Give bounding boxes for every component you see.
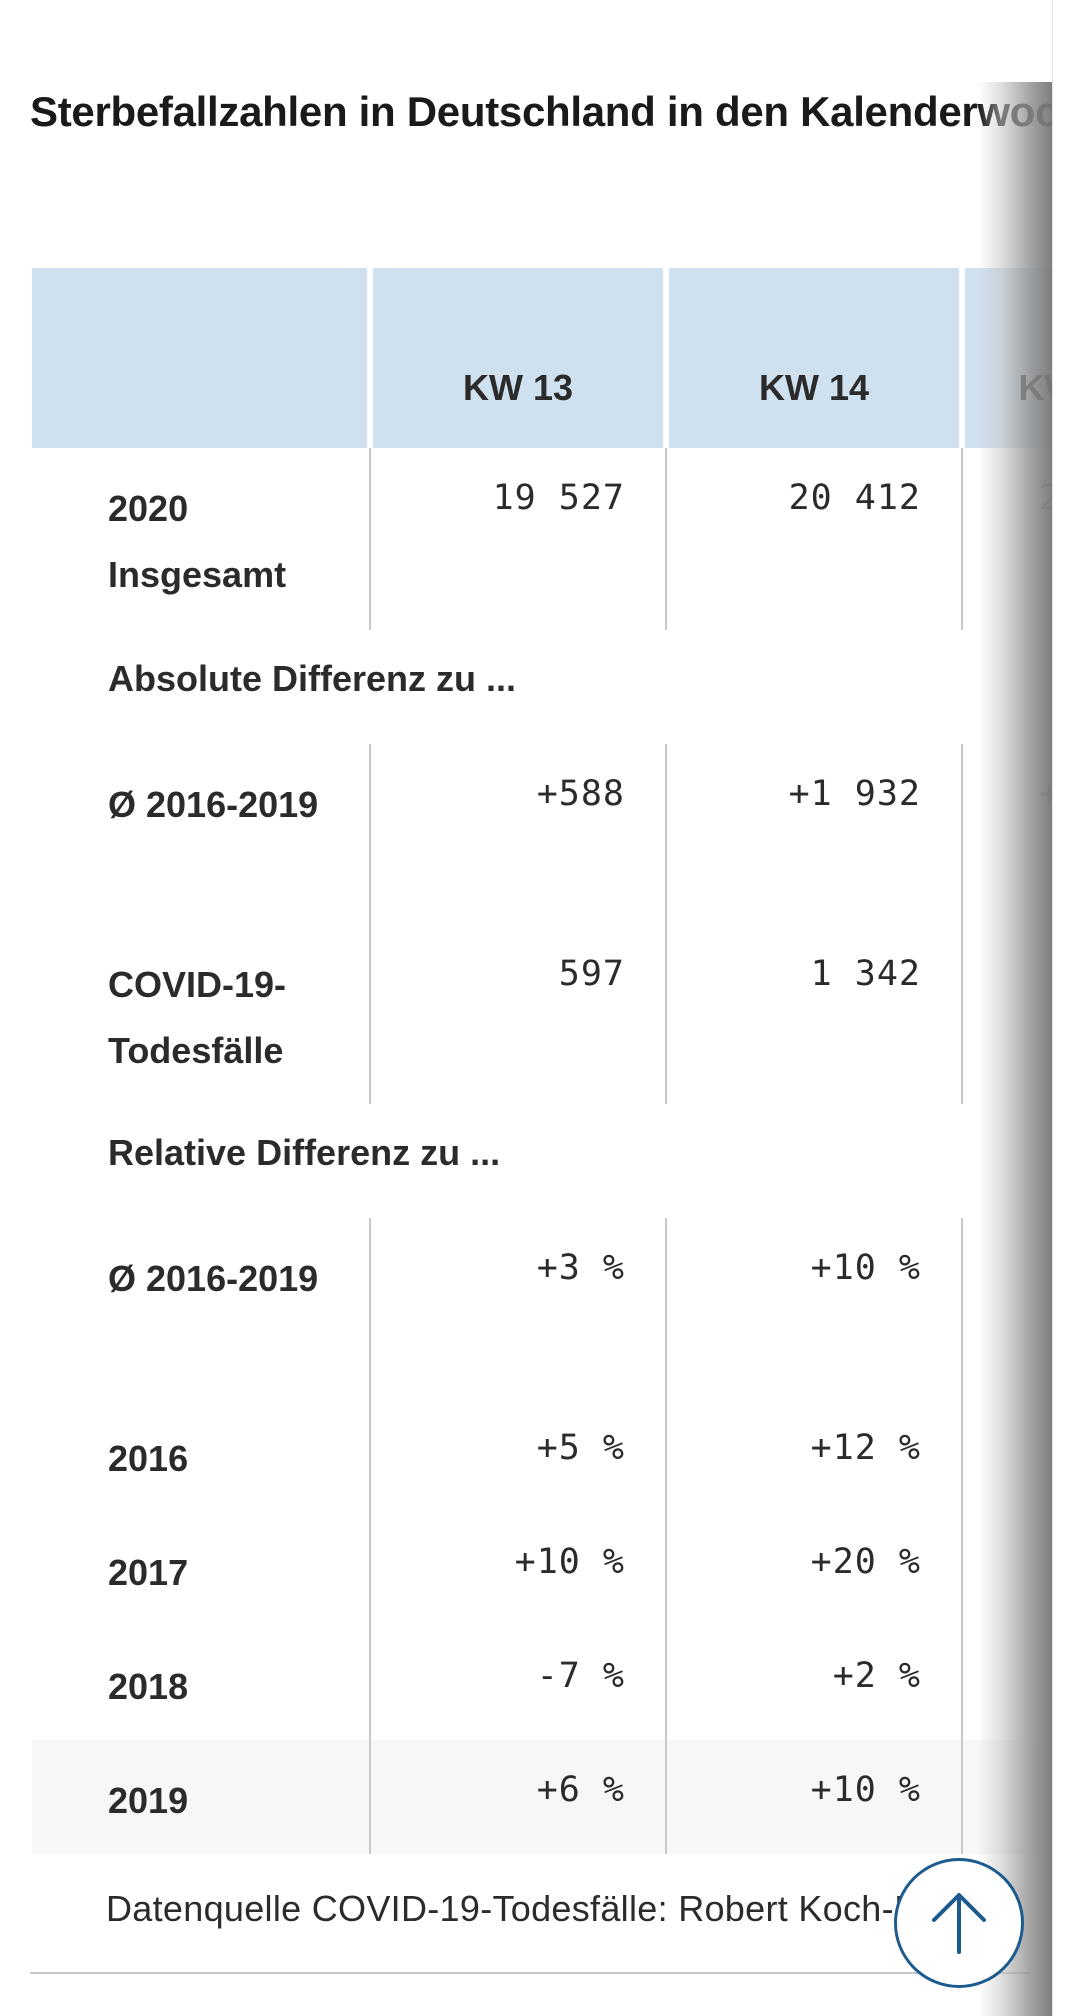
cell-kw15: [961, 1218, 1052, 1398]
table-row: 2016 +5 % +12 %: [32, 1398, 1052, 1512]
table-row: Ø 2016-2019 +588 +1 932 +: [32, 744, 1052, 924]
table-row: 2018 -7 % +2 %: [32, 1626, 1052, 1740]
data-source-note: Datenquelle COVID-19-Todesfälle: Robert …: [106, 1888, 1003, 1929]
cell-kw13: +588: [369, 744, 666, 924]
row-label: 2020 Insgesamt: [108, 488, 287, 595]
row-label: 2018: [108, 1666, 189, 1707]
cell-kw14: +1 932: [665, 744, 962, 924]
divider: [30, 1972, 1030, 1974]
group-header-relative: Relative Differenz zu ...: [108, 1132, 501, 1173]
header-empty: [32, 268, 370, 448]
cell-kw15: [961, 1740, 1052, 1854]
group-header-absolute: Absolute Differenz zu ...: [108, 658, 517, 699]
arrow-up-icon: [932, 1893, 986, 1954]
cell-kw13: 19 527: [369, 448, 666, 630]
cell-kw14: +12 %: [665, 1398, 962, 1512]
page: Sterbefallzahlen in Deutschland in den K…: [30, 0, 1053, 2016]
table-header-row: KW 13 KW 14 KW 15: [32, 268, 1052, 448]
table-row: 2020 Insgesamt 19 527 20 412 2: [32, 448, 1052, 630]
row-label: Ø 2016-2019: [108, 1258, 319, 1299]
mortality-table: KW 13 KW 14 KW 15 2020 Insgesamt 19 527 …: [32, 268, 1052, 1854]
cell-kw14: 20 412: [665, 448, 962, 630]
cell-kw15: [961, 1398, 1052, 1512]
cell-kw14: 1 342: [665, 924, 962, 1104]
row-label: Ø 2016-2019: [108, 784, 319, 825]
page-title: Sterbefallzahlen in Deutschland in den K…: [30, 88, 1053, 135]
cell-kw13: +6 %: [369, 1740, 666, 1854]
header-kw14: KW 14: [663, 268, 962, 448]
header-kw13: KW 13: [367, 268, 666, 448]
row-label: 2016: [108, 1438, 189, 1479]
table-row: Ø 2016-2019 +3 % +10 %: [32, 1218, 1052, 1398]
cell-kw14: +2 %: [665, 1626, 962, 1740]
cell-kw15: +: [961, 744, 1052, 924]
header-kw15: KW 15: [959, 268, 1052, 448]
row-label: 2017: [108, 1552, 189, 1593]
cell-kw15: 2: [961, 448, 1052, 630]
scroll-to-top-button[interactable]: [894, 1858, 1024, 1988]
cell-kw15: [961, 1626, 1052, 1740]
group-header-row: Absolute Differenz zu ...: [32, 630, 1052, 744]
cell-kw15: [961, 1512, 1052, 1626]
table-row: 2017 +10 % +20 %: [32, 1512, 1052, 1626]
cell-kw14: +10 %: [665, 1740, 962, 1854]
cell-kw14: +20 %: [665, 1512, 962, 1626]
cell-kw14: +10 %: [665, 1218, 962, 1398]
cell-kw13: -7 %: [369, 1626, 666, 1740]
cell-kw13: +3 %: [369, 1218, 666, 1398]
cell-kw13: 597: [369, 924, 666, 1104]
row-label: COVID-19-Todesfälle: [108, 964, 287, 1071]
group-header-row: Relative Differenz zu ...: [32, 1104, 1052, 1218]
cell-kw13: +10 %: [369, 1512, 666, 1626]
table-row: 2019 +6 % +10 %: [32, 1740, 1052, 1854]
cell-kw13: +5 %: [369, 1398, 666, 1512]
row-label: 2019: [32, 1740, 370, 1854]
table-row: COVID-19-Todesfälle 597 1 342: [32, 924, 1052, 1104]
cell-kw15: [961, 924, 1052, 1104]
